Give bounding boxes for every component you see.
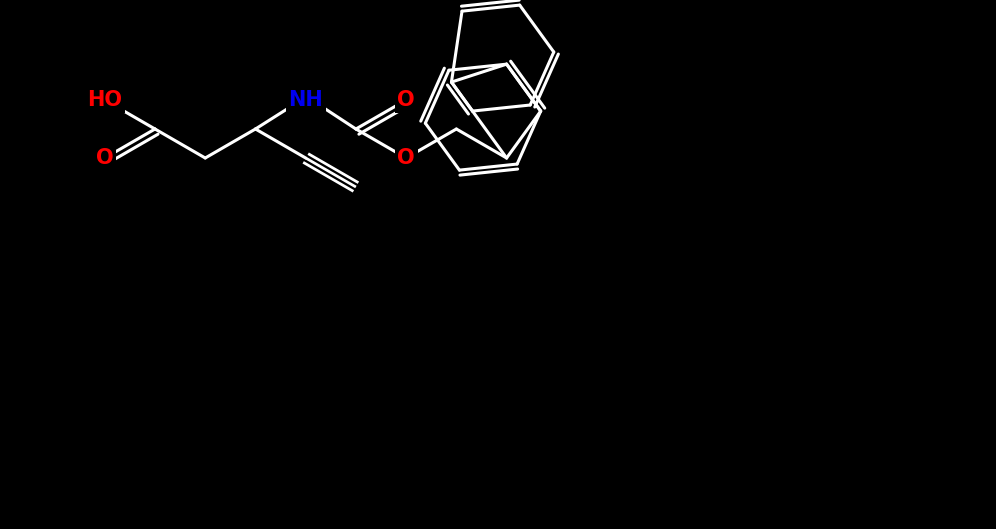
Text: HO: HO <box>88 90 123 110</box>
Text: NH: NH <box>288 90 323 110</box>
Text: O: O <box>397 90 415 110</box>
Text: O: O <box>397 148 415 168</box>
Text: O: O <box>96 148 114 168</box>
